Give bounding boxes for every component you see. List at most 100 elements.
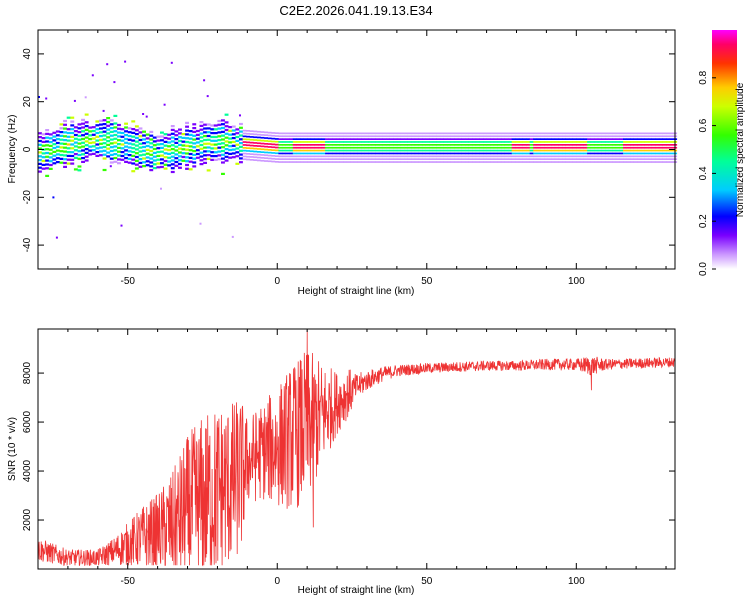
heatmap-cell xyxy=(465,161,469,163)
heatmap-cell xyxy=(55,130,60,133)
heatmap-cell xyxy=(84,136,89,139)
heatmap-cell xyxy=(163,136,168,140)
heatmap-cell xyxy=(91,133,96,136)
heatmap-cell xyxy=(626,146,631,149)
heatmap-cell xyxy=(282,152,286,155)
heatmap-cell xyxy=(264,160,268,162)
heatmap-cell xyxy=(633,152,638,155)
heatmap-cell xyxy=(203,150,207,153)
heatmap-cell xyxy=(457,146,462,149)
heatmap-cell xyxy=(156,150,161,154)
heatmap-cell xyxy=(195,129,200,133)
heatmap-cell xyxy=(400,135,405,138)
heatmap-cell xyxy=(626,161,631,163)
heatmap-cell xyxy=(468,155,473,158)
heatmap-cell xyxy=(644,152,649,155)
heatmap-cell xyxy=(371,149,376,152)
heatmap-cell xyxy=(178,132,182,135)
heatmap-cell xyxy=(314,132,319,135)
heatmap-cell xyxy=(454,161,459,163)
heatmap-cell xyxy=(597,149,602,152)
heatmap-cell xyxy=(185,140,189,144)
heatmap-cell xyxy=(655,135,660,138)
heatmap-cell xyxy=(59,134,64,137)
heatmap-cell xyxy=(655,152,660,155)
heatmap-cell xyxy=(300,161,304,163)
heatmap-cell xyxy=(206,150,211,153)
heatmap-cell xyxy=(239,122,243,126)
heatmap-cell xyxy=(314,152,319,155)
heatmap-cell xyxy=(296,132,301,135)
heatmap-cell xyxy=(407,155,412,158)
heatmap-cell xyxy=(84,159,89,162)
heatmap-cell xyxy=(587,158,591,160)
heatmap-cell xyxy=(371,158,376,160)
heatmap-cell xyxy=(465,155,469,158)
heatmap-cell xyxy=(52,135,57,138)
heatmap-cell xyxy=(77,127,82,130)
heatmap-cell xyxy=(558,141,563,143)
heatmap-cell xyxy=(95,139,100,142)
heatmap-cell xyxy=(113,114,118,117)
heatmap-cell xyxy=(457,135,462,138)
heatmap-cell xyxy=(149,138,154,141)
heatmap-cell xyxy=(206,123,211,126)
heatmap-cell xyxy=(343,144,347,146)
heatmap-cell xyxy=(493,132,498,135)
heatmap-cell xyxy=(368,161,373,163)
heatmap-cell xyxy=(91,74,94,77)
heatmap-cell xyxy=(260,151,265,153)
heatmap-cell xyxy=(242,138,247,141)
heatmap-cell xyxy=(554,152,559,155)
heatmap-cell xyxy=(221,123,225,126)
heatmap-cell xyxy=(493,149,498,152)
heatmap-cell xyxy=(637,135,642,138)
heatmap-cell xyxy=(515,141,520,143)
heatmap-cell xyxy=(368,149,373,152)
heatmap-cell xyxy=(256,145,261,147)
heatmap-cell xyxy=(253,136,258,139)
heatmap-cell xyxy=(48,144,53,147)
heatmap-cell xyxy=(70,162,75,165)
heatmap-cell xyxy=(576,158,581,160)
heatmap-cell xyxy=(443,146,448,149)
heatmap-cell xyxy=(332,149,337,152)
heatmap-cell xyxy=(178,166,182,169)
heatmap-cell xyxy=(235,132,240,135)
heatmap-cell xyxy=(63,142,67,145)
heatmap-cell xyxy=(386,135,390,138)
heatmap-cell xyxy=(533,161,538,163)
heatmap-cell xyxy=(493,144,498,146)
heatmap-cell xyxy=(368,158,373,160)
heatmap-cell xyxy=(669,141,674,143)
heatmap-cell xyxy=(52,150,57,153)
heatmap-cell xyxy=(393,149,398,152)
heatmap-cell xyxy=(666,158,670,160)
heatmap-cell xyxy=(605,144,609,146)
heatmap-cell xyxy=(457,144,462,146)
heatmap-cell xyxy=(195,133,200,136)
heatmap-cell xyxy=(235,147,240,150)
heatmap-cell xyxy=(536,149,541,152)
heatmap-cell xyxy=(138,127,143,130)
heatmap-cell xyxy=(587,141,591,143)
heatmap-cell xyxy=(199,132,204,135)
heatmap-cell xyxy=(131,162,136,165)
heatmap-cell xyxy=(41,133,46,136)
heatmap-cell xyxy=(149,134,154,137)
heatmap-cell xyxy=(407,144,412,146)
heatmap-cell xyxy=(199,155,204,158)
heatmap-cell xyxy=(468,161,473,163)
heatmap-cell xyxy=(346,146,351,149)
heatmap-cell xyxy=(529,135,534,138)
heatmap-cell xyxy=(181,159,186,162)
heatmap-cell xyxy=(637,152,642,155)
heatmap-cell xyxy=(242,149,247,152)
heatmap-cell xyxy=(493,152,498,155)
heatmap-cell xyxy=(350,132,355,135)
heatmap-cell xyxy=(292,135,297,138)
heatmap-cell xyxy=(454,155,459,158)
heatmap-cell xyxy=(565,149,570,152)
heatmap-cell xyxy=(350,135,355,138)
heatmap-cell xyxy=(300,135,304,138)
